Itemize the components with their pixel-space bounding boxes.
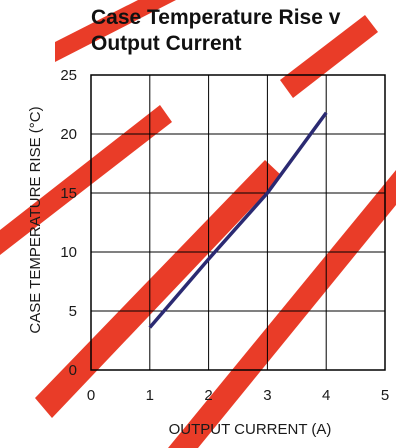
y-tick-label: 0 [69,362,77,379]
watermark-band-0 [55,0,176,62]
series-layer [148,111,328,329]
x-tick-label: 3 [263,387,271,404]
y-axis-label: CASE TEMPERATURE RISE (°C) [27,106,44,333]
chart-title-line-2: Output Current [91,32,241,55]
chart-title-line-1: Case Temperature Rise v [91,6,341,29]
x-tick-label: 1 [146,387,154,404]
x-axis-ticks: 0 1 2 3 4 5 [87,387,389,404]
y-tick-label: 5 [69,303,77,320]
y-tick-label: 20 [60,126,77,143]
watermark-band-3 [168,170,396,448]
y-tick-label: 15 [60,185,77,202]
x-tick-label: 4 [322,387,330,404]
grid [91,75,385,370]
x-tick-label: 0 [87,387,95,404]
plot-frame [90,74,386,371]
watermark-band-2 [35,160,282,418]
watermark-band-1 [0,105,172,255]
x-axis-label: OUTPUT CURRENT (A) [169,421,332,438]
y-tick-label: 10 [60,244,77,261]
y-axis-ticks: 0 5 10 15 20 25 [60,67,77,379]
series-line-0 [148,111,328,329]
watermark-band-4 [280,15,378,98]
y-tick-label: 25 [60,67,77,84]
x-tick-label: 5 [381,387,389,404]
x-tick-label: 2 [204,387,212,404]
